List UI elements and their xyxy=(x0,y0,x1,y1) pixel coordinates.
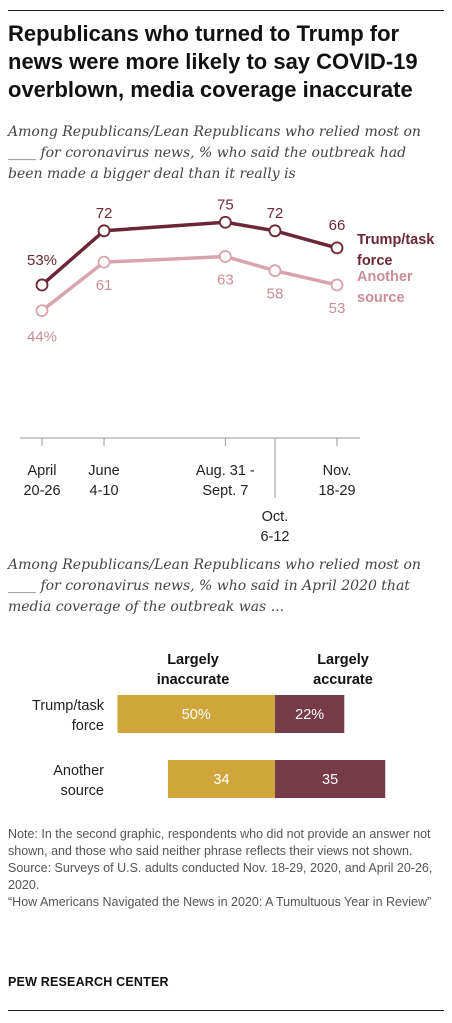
data-point xyxy=(268,224,282,238)
data-label: 44% xyxy=(27,329,57,346)
bar-largely-inaccurate xyxy=(167,760,275,798)
data-label: 53 xyxy=(329,300,346,317)
x-tick-label: Aug. 31 - xyxy=(196,463,255,479)
report-title-text: “How Americans Navigated the News in 202… xyxy=(8,895,432,909)
series-name-label: force xyxy=(357,253,392,269)
series-name-label: Trump/task xyxy=(357,232,435,248)
bar-series-header: Largely xyxy=(167,652,219,668)
category-label: Another xyxy=(53,763,104,779)
data-label: 72 xyxy=(96,205,113,222)
bar-value-label: 34 xyxy=(213,772,229,788)
series-name-label: source xyxy=(357,290,405,306)
category-label: force xyxy=(72,718,104,734)
note-text: Note: In the second graphic, respondents… xyxy=(8,827,431,858)
data-label: 75 xyxy=(217,196,234,213)
x-tick-label: Sept. 7 xyxy=(202,483,248,499)
bar-largely-accurate xyxy=(275,695,345,733)
bar-value-label: 22% xyxy=(295,707,324,723)
data-label: 53% xyxy=(27,252,57,269)
data-point xyxy=(330,278,344,292)
data-label: 61 xyxy=(96,277,113,294)
data-label: 63 xyxy=(217,271,234,288)
x-tick-label: June xyxy=(88,463,119,479)
bottom-rule xyxy=(8,1010,444,1011)
data-point xyxy=(97,255,111,269)
data-point xyxy=(218,250,232,263)
bar-series-header: inaccurate xyxy=(157,672,230,688)
notes: Note: In the second graphic, respondents… xyxy=(8,826,444,911)
bar-series-header: accurate xyxy=(313,672,373,688)
line-chart-subtitle: Among Republicans/Lean Republicans who r… xyxy=(8,124,421,182)
x-tick-label: 20-26 xyxy=(23,483,60,499)
data-label: 58 xyxy=(267,286,284,303)
bar-value-label: 50% xyxy=(182,707,211,723)
bar-chart-subtitle: Among Republicans/Lean Republicans who r… xyxy=(8,557,421,615)
category-label: source xyxy=(60,783,104,799)
bar-largely-accurate xyxy=(275,760,386,798)
x-tick-label: 18-29 xyxy=(318,483,355,499)
data-point xyxy=(35,278,49,292)
x-tick-label: Oct. xyxy=(262,509,289,525)
data-label: 66 xyxy=(329,217,346,234)
bar-series-header: Largely xyxy=(317,652,369,668)
data-label: 72 xyxy=(267,205,284,222)
x-tick-label: 6-12 xyxy=(260,529,289,545)
bar-value-label: 35 xyxy=(322,772,338,788)
data-point xyxy=(268,264,282,278)
data-point xyxy=(35,304,49,317)
top-rule xyxy=(8,10,444,11)
category-label: Trump/task xyxy=(32,698,105,714)
data-point xyxy=(218,215,232,229)
series-line xyxy=(40,254,338,312)
source-text: Source: Surveys of U.S. adults conducted… xyxy=(8,861,433,892)
x-tick-label: April xyxy=(27,463,56,479)
bar-largely-inaccurate xyxy=(117,695,275,733)
data-point xyxy=(97,224,111,238)
x-tick-label: 4-10 xyxy=(90,483,119,499)
data-point xyxy=(330,241,344,255)
line-chart: April 20-26 June 4-10 Aug. 31 - Sept. 7 Oct. 6-… xyxy=(20,196,435,545)
series-name-label: Another xyxy=(357,269,413,285)
bar-chart: Largely inaccurate Largely accurate Trump/ta… xyxy=(32,652,386,799)
page-title: Republicans who turned to Trump for news… xyxy=(8,21,418,102)
x-tick-label: Nov. xyxy=(323,463,352,479)
pew-brand: PEW RESEARCH CENTER xyxy=(8,975,169,989)
